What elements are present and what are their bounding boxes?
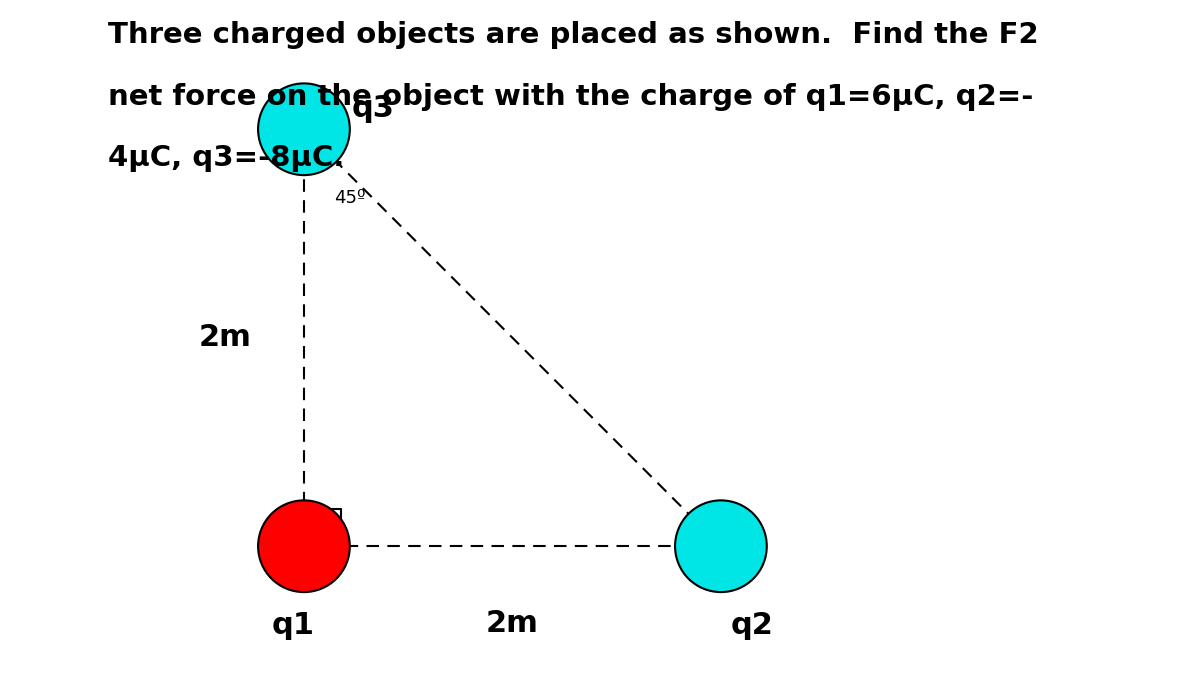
Circle shape — [258, 83, 350, 175]
Text: 4μC, q3=-8μC.: 4μC, q3=-8μC. — [108, 144, 344, 173]
Circle shape — [676, 500, 767, 592]
Text: net force on the object with the charge of q1=6μC, q2=-: net force on the object with the charge … — [108, 83, 1033, 111]
Text: q1: q1 — [272, 611, 316, 640]
Text: 45º: 45º — [334, 189, 366, 207]
Text: 2m: 2m — [486, 609, 539, 638]
Text: 2m: 2m — [198, 323, 251, 352]
Circle shape — [258, 500, 350, 592]
Text: q3: q3 — [352, 94, 394, 123]
Text: Three charged objects are placed as shown.  Find the F2: Three charged objects are placed as show… — [108, 21, 1039, 49]
Text: q2: q2 — [731, 611, 774, 640]
